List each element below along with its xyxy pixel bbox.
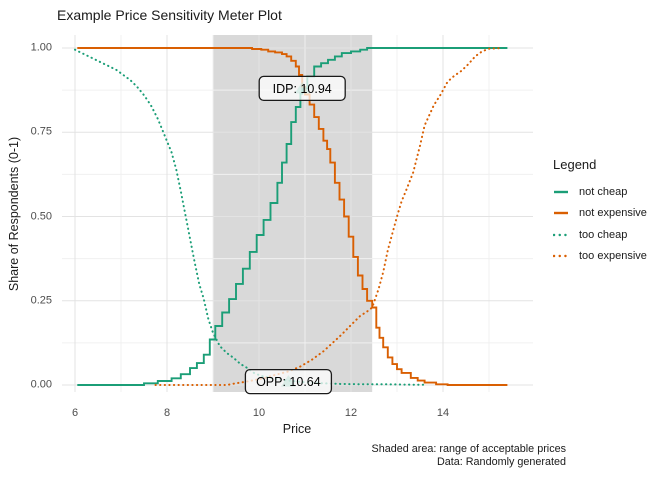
legend-item-not-cheap: not cheap — [553, 181, 647, 203]
plot-title: Example Price Sensitivity Meter Plot — [57, 7, 282, 23]
series-too-cheap — [74, 48, 428, 386]
series-not-expensive — [77, 47, 508, 386]
y-tick-label: 0.50 — [30, 210, 52, 223]
y-tick-label: 1.00 — [30, 41, 52, 54]
x-tick-label: 10 — [252, 407, 266, 419]
legend-title: Legend — [553, 157, 597, 172]
opp-label-box — [244, 368, 333, 395]
legend-item-label: not expensive — [579, 207, 647, 220]
y-tick-label: 0.25 — [30, 294, 52, 307]
x-axis-title: Price — [282, 422, 312, 436]
legend: Legend not cheap not expensive too cheap to… — [553, 157, 647, 267]
y-tick-label: 0.75 — [30, 125, 52, 138]
legend-item-label: not cheap — [579, 185, 628, 198]
legend-item-too-cheap: too cheap — [553, 224, 647, 246]
x-tick-label: 8 — [163, 407, 171, 419]
legend-items: not cheap not expensive too cheap too expen… — [553, 181, 647, 267]
legend-item-not-expensive: not expensive — [553, 203, 647, 225]
caption: Shaded area: range of acceptable prices … — [372, 443, 566, 469]
x-tick-label: 6 — [71, 407, 79, 419]
opp-annotation-label: OPP: 10.64 — [256, 375, 321, 389]
legend-key-dotted-line-icon — [553, 233, 569, 236]
caption-line-2: Data: Randomly generated — [436, 455, 566, 468]
series-not-cheap — [77, 47, 508, 386]
y-tick-label: 0.00 — [30, 378, 52, 391]
x-tick-label: 14 — [436, 407, 450, 419]
legend-item-label: too expensive — [579, 250, 647, 263]
legend-item-label: too cheap — [579, 228, 628, 241]
x-tick-label: 12 — [344, 407, 358, 419]
legend-key-solid-line-icon — [554, 212, 568, 215]
legend-key-dotted-line-icon — [553, 255, 569, 258]
legend-key-solid-line-icon — [554, 190, 568, 193]
idp-annotation-label: IDP: 10.94 — [273, 82, 332, 96]
idp-label-box — [258, 75, 346, 102]
legend-item-too-expensive: too expensive — [553, 246, 647, 268]
caption-line-1: Shaded area: range of acceptable prices — [371, 443, 566, 455]
